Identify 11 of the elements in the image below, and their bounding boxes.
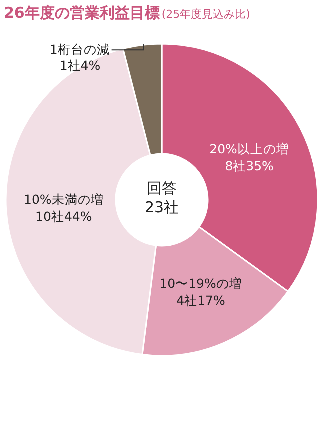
data-label: 10社44% (36, 209, 92, 224)
text: 回答 23社 (144, 180, 180, 216)
data-label: 1社4% (60, 58, 101, 74)
slice-label: 10%未満の増 (24, 192, 104, 208)
slice-label: 10〜19%の増 (160, 276, 242, 292)
chart-title: 26年度の営業利益目標 (4, 4, 160, 22)
chart-subtitle: (25年度見込み比) (162, 8, 250, 21)
slice-label: 1桁台の減 (50, 42, 110, 58)
slice-label: 20%以上の増 (210, 141, 290, 156)
data-label: 8社35% (225, 158, 274, 174)
data-label: 4社17% (176, 293, 226, 308)
